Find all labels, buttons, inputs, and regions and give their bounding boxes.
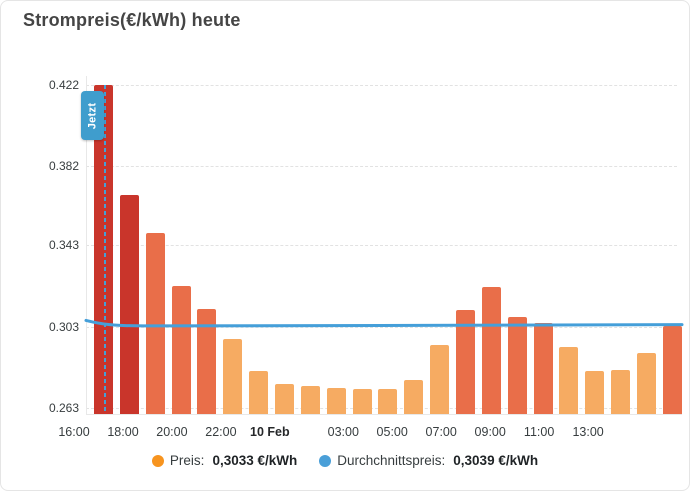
price-bar[interactable] [197, 308, 217, 414]
now-badge: Jetzt [81, 91, 104, 140]
price-series-value: 0,3033 €/kWh [212, 453, 298, 468]
x-axis-label: 10 Feb [249, 425, 290, 439]
x-axis-label: 18:00 [107, 425, 139, 439]
price-bar[interactable] [94, 85, 113, 414]
y-gridline [86, 166, 677, 167]
price-bar[interactable] [611, 370, 630, 414]
x-axis-label: 07:00 [425, 425, 457, 439]
x-axis-label: 09:00 [474, 425, 506, 439]
average-series-label: Durchchnittspreis: [337, 453, 446, 468]
x-axis-label: 16:00 [58, 425, 90, 439]
legend-item-price[interactable]: Preis: 0,3033 €/kWh [151, 453, 298, 468]
price-bar[interactable] [352, 388, 372, 414]
price-bar[interactable] [662, 326, 682, 414]
x-axis-label: 05:00 [376, 425, 408, 439]
price-bar[interactable] [249, 371, 269, 414]
price-bar[interactable] [275, 383, 294, 414]
x-axis-label: 22:00 [205, 425, 237, 439]
price-bar[interactable] [378, 388, 398, 414]
price-bar[interactable] [559, 347, 579, 414]
price-bar[interactable] [507, 316, 527, 414]
price-bar[interactable] [119, 194, 139, 414]
price-series-dot-icon [151, 454, 164, 467]
price-series-label: Preis: [169, 453, 205, 468]
y-gridline [86, 327, 677, 328]
x-axis-label: 11:00 [523, 425, 555, 439]
now-badge-label: Jetzt [86, 102, 99, 129]
y-axis-label: 0.263 [48, 401, 79, 415]
price-bar[interactable] [481, 287, 501, 414]
price-bar[interactable] [300, 385, 320, 414]
price-bar[interactable] [455, 309, 475, 414]
price-bar[interactable] [326, 387, 346, 414]
y-axis-line [86, 76, 87, 414]
price-bar[interactable] [171, 286, 191, 414]
legend-item-average[interactable]: Durchchnittspreis: 0,3039 €/kWh [319, 453, 538, 468]
price-bar[interactable] [585, 371, 605, 414]
y-axis-label: 0.343 [48, 238, 79, 252]
price-bar[interactable] [430, 345, 450, 414]
page-title: Strompreis(€/kWh) heute [23, 10, 241, 30]
average-series-dot-icon [319, 454, 332, 467]
x-axis-label: 03:00 [327, 425, 359, 439]
price-bar[interactable] [636, 353, 656, 414]
y-axis-label: 0.303 [48, 320, 79, 334]
x-axis-label: 20:00 [156, 425, 188, 439]
x-axis-label: 13:00 [572, 425, 604, 439]
average-series-value: 0,3039 €/kWh [453, 453, 539, 468]
price-bar[interactable] [145, 233, 165, 414]
price-bar[interactable] [223, 338, 243, 414]
y-axis-label: 0.422 [48, 78, 79, 92]
y-gridline [86, 85, 677, 86]
x-axis-line [86, 414, 682, 415]
y-gridline [86, 245, 677, 246]
chart-legend: Preis: 0,3033 €/kWh Durchchnittspreis: 0… [1, 453, 689, 468]
price-bar[interactable] [404, 379, 424, 414]
price-bar[interactable] [533, 322, 553, 414]
y-axis-label: 0.382 [48, 159, 79, 173]
